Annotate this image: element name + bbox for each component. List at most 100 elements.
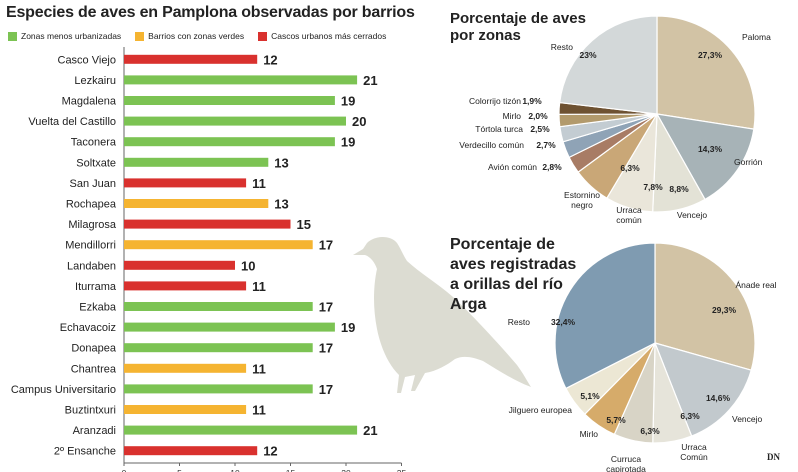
bar-category-label: Magdalena bbox=[62, 96, 117, 108]
pie2-slice bbox=[554, 242, 656, 390]
bar-category-label: 2º Ensanche bbox=[54, 446, 116, 458]
bar-value-label: 11 bbox=[252, 279, 266, 294]
pie1-name-label: Vencejo bbox=[677, 210, 708, 220]
bar bbox=[124, 137, 335, 147]
legend-label-2: Cascos urbanos más cerrados bbox=[271, 31, 387, 41]
bar-tick-label-0: 0 bbox=[122, 468, 127, 472]
pie2-slice bbox=[654, 242, 756, 371]
bar-category-label: Casco Viejo bbox=[58, 54, 117, 66]
bar bbox=[124, 425, 358, 435]
pie1-slice bbox=[559, 15, 658, 115]
bar bbox=[124, 240, 313, 250]
bar-category-label: Mendillorri bbox=[65, 240, 116, 252]
pie1-name-label: Colorrijo tizón bbox=[469, 96, 521, 106]
bar-value-label: 10 bbox=[241, 258, 255, 273]
bar-value-label: 12 bbox=[263, 444, 277, 459]
bar-category-label: Lezkairu bbox=[74, 75, 116, 87]
bar bbox=[124, 54, 258, 64]
bar-value-label: 11 bbox=[252, 361, 266, 376]
bar bbox=[124, 199, 269, 208]
bar-value-label: 19 bbox=[341, 94, 355, 109]
bird-silhouette bbox=[353, 237, 531, 393]
legend-label-1: Barrios con zonas verdes bbox=[148, 31, 245, 41]
pie2-slice bbox=[653, 342, 752, 437]
pie1-slice bbox=[655, 113, 755, 201]
pie1-title: Porcentaje de aves por zonas bbox=[450, 10, 586, 44]
pie1-pct-label: 2,0% bbox=[528, 111, 548, 121]
bar-category-label: San Juan bbox=[70, 178, 116, 190]
bar-value-label: 17 bbox=[319, 382, 333, 397]
bar-category-label: Aranzadi bbox=[73, 425, 116, 437]
bar-value-label: 15 bbox=[297, 217, 311, 232]
bar-category-label: Milagrosa bbox=[68, 219, 117, 231]
pie2-name-label: Curruca capirotada bbox=[606, 454, 646, 472]
bar-category-label: Chantrea bbox=[71, 363, 117, 375]
bar-tick-label-25: 25 bbox=[397, 468, 407, 472]
bar bbox=[124, 322, 335, 332]
bar-category-label: Taconera bbox=[71, 137, 117, 149]
pie2-name-label: Mirlo bbox=[580, 429, 599, 439]
pie2-name-label: Vencejo bbox=[732, 414, 763, 424]
pie2-pct-label: 29,3% bbox=[712, 305, 737, 315]
bar bbox=[124, 96, 335, 105]
pie1-pct-label: 2,7% bbox=[536, 140, 556, 150]
bar bbox=[124, 157, 269, 167]
bar-category-label: Landaben bbox=[67, 260, 116, 272]
bar-value-label: 11 bbox=[252, 403, 266, 418]
bar bbox=[124, 384, 313, 394]
pie2-name-label: Resto bbox=[508, 317, 530, 327]
pie1-pct-label: 23% bbox=[579, 50, 596, 60]
pie2-name-label: Jilguero europea bbox=[509, 405, 573, 415]
pie1-name-label: Avión común bbox=[488, 162, 537, 172]
pie2-pct-label: 6,3% bbox=[640, 426, 660, 436]
legend-swatch-0 bbox=[8, 31, 17, 41]
legend-label-0: Zonas menos urbanizadas bbox=[21, 31, 122, 41]
bar-category-label: Iturrama bbox=[75, 281, 117, 293]
pie1-pct-label: 6,3% bbox=[620, 163, 640, 173]
legend-item-0: Zonas menos urbanizadas bbox=[8, 31, 121, 41]
pie2-pct-label: 14,6% bbox=[706, 393, 731, 403]
pie1-name-label: Tórtola turca bbox=[475, 124, 523, 134]
legend-swatch-2 bbox=[258, 31, 268, 41]
pie1-pct-label: 8,8% bbox=[669, 184, 689, 194]
pie1-pct-label: 27,3% bbox=[698, 50, 723, 60]
bar-category-label: Rochapea bbox=[66, 199, 117, 211]
pie2-name-label: Urraca Común bbox=[680, 442, 708, 462]
bar-value-label: 17 bbox=[319, 300, 333, 315]
bar-tick-label-20: 20 bbox=[341, 468, 351, 472]
bar-tick-label-5: 5 bbox=[177, 468, 182, 472]
bar-category-label: Buztintxuri bbox=[65, 405, 116, 417]
pie1-pct-label: 1,9% bbox=[522, 96, 542, 106]
bar bbox=[124, 75, 358, 85]
bar-value-label: 21 bbox=[363, 73, 377, 88]
bar-category-label: Donapea bbox=[71, 343, 117, 355]
pie1-name-label: Estornino negro bbox=[564, 190, 600, 210]
bar-tick-label-15: 15 bbox=[286, 468, 296, 472]
pie1-name-label: Mirlo bbox=[503, 111, 522, 121]
bar bbox=[124, 260, 235, 270]
bar-value-label: 19 bbox=[341, 135, 355, 150]
bar-category-label: Ezkaba bbox=[79, 302, 117, 314]
pie2-pct-label: 32,4% bbox=[551, 317, 576, 327]
bar-category-label: Echavacoiz bbox=[60, 322, 116, 334]
bar-value-label: 17 bbox=[319, 238, 333, 253]
bar bbox=[124, 446, 258, 456]
chart-title: Especies de aves en Pamplona observadas … bbox=[6, 4, 415, 21]
pie2-name-label: Ánade real bbox=[735, 280, 776, 290]
bar-value-label: 13 bbox=[274, 197, 288, 212]
legend-swatch-1 bbox=[135, 31, 145, 41]
pie1-name-label: Urraca común bbox=[616, 205, 642, 225]
bar bbox=[124, 116, 346, 126]
bar-value-label: 12 bbox=[263, 52, 277, 67]
pie1-pct-label: 2,5% bbox=[530, 124, 550, 134]
bar-category-label: Vuelta del Castillo bbox=[28, 116, 116, 128]
bar-value-label: 11 bbox=[252, 176, 266, 191]
legend: Zonas menos urbanizadas Barrios con zona… bbox=[8, 31, 386, 41]
legend-item-1: Barrios con zonas verdes bbox=[135, 31, 244, 41]
pie1-slice bbox=[656, 15, 756, 130]
bar-value-label: 21 bbox=[363, 423, 377, 438]
bar bbox=[124, 343, 313, 353]
pie1-name-label: Verdecillo común bbox=[459, 140, 524, 150]
bar bbox=[124, 405, 247, 414]
pie1-pct-label: 7,8% bbox=[643, 182, 663, 192]
